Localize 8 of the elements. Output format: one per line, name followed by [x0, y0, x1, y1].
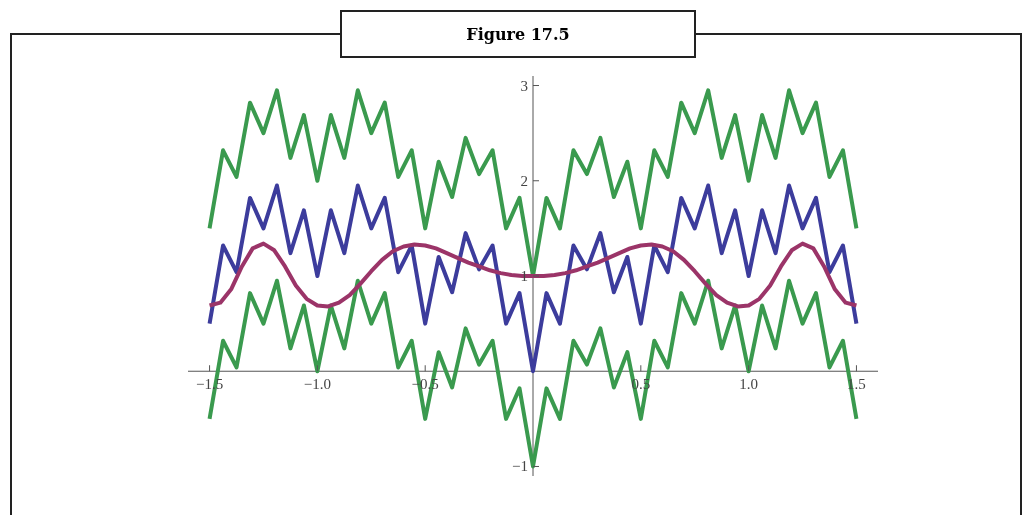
chart-title: Figure 17.5 [340, 10, 696, 58]
y-tick-label: −1 [512, 458, 528, 475]
y-tick-label: 1 [520, 268, 528, 284]
line-series [207, 241, 859, 309]
x-tick-label: 1.0 [739, 376, 758, 393]
y-tick-label: 3 [520, 77, 528, 94]
y-tick-label: 2 [520, 172, 528, 189]
x-tick-label: −1.0 [303, 376, 331, 393]
